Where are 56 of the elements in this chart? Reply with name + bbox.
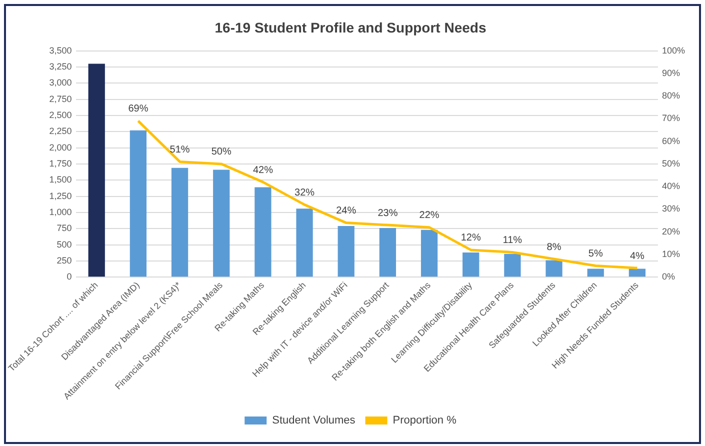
data-label: 5% xyxy=(588,248,603,260)
data-label: 32% xyxy=(294,187,315,198)
y-tick-label: 3,500 xyxy=(49,45,72,56)
bar xyxy=(628,268,646,277)
bar xyxy=(130,130,147,277)
data-label: 69% xyxy=(128,104,148,115)
y2-tick-label: 40% xyxy=(662,181,680,192)
y-tick-label: 1,500 xyxy=(49,174,72,185)
y2-tick-label: 30% xyxy=(662,204,680,214)
y2-tick-label: 20% xyxy=(662,226,680,236)
y2-tick-label: 80% xyxy=(662,90,680,101)
y2-tick-label: 10% xyxy=(662,248,680,259)
data-label: 22% xyxy=(419,210,440,222)
bar xyxy=(254,187,272,277)
bar xyxy=(587,268,604,277)
y-tick-label: 3,250 xyxy=(49,61,72,72)
bar xyxy=(504,254,521,277)
bar xyxy=(296,208,313,277)
bar xyxy=(338,226,354,277)
y-tick-label: 0 xyxy=(66,272,72,282)
data-label: 50% xyxy=(211,146,232,158)
chart-title: 16-19 Student Profile and Support Needs xyxy=(214,19,486,36)
y-tick-label: 3,000 xyxy=(49,78,72,88)
data-label: 23% xyxy=(378,208,398,219)
bar xyxy=(88,64,105,277)
y-tick-label: 500 xyxy=(56,239,72,250)
data-label: 12% xyxy=(460,232,481,244)
data-label: 24% xyxy=(336,206,356,217)
y2-tick-label: 90% xyxy=(662,68,680,78)
y2-tick-label: 50% xyxy=(662,158,680,168)
bar xyxy=(379,228,396,277)
data-label: 42% xyxy=(252,164,274,176)
bar xyxy=(420,230,438,277)
bar xyxy=(171,168,188,277)
bar xyxy=(213,170,230,277)
y2-tick-label: 100% xyxy=(662,45,686,56)
data-label: 4% xyxy=(630,250,645,262)
bar xyxy=(462,252,480,277)
data-label: 8% xyxy=(546,242,562,253)
y-tick-label: 1,000 xyxy=(49,206,72,217)
legend-label: Proportion % xyxy=(392,414,457,427)
bar xyxy=(546,260,562,277)
y-tick-label: 2,750 xyxy=(49,94,72,104)
data-label: 11% xyxy=(502,234,522,246)
y-tick-label: 1,250 xyxy=(49,190,72,201)
y2-tick-label: 60% xyxy=(662,136,680,146)
data-label: 51% xyxy=(170,144,190,156)
y-tick-label: 2,250 xyxy=(49,126,72,136)
y2-tick-label: 70% xyxy=(662,113,680,124)
y2-tick-label: 0% xyxy=(662,272,675,282)
y-tick-label: 1,750 xyxy=(49,158,72,168)
y-tick-label: 250 xyxy=(56,255,72,266)
y-tick-label: 2,000 xyxy=(49,142,72,152)
y-tick-label: 2,500 xyxy=(49,110,72,120)
legend-label: Student Volumes xyxy=(272,414,356,427)
y-tick-label: 750 xyxy=(56,223,72,234)
